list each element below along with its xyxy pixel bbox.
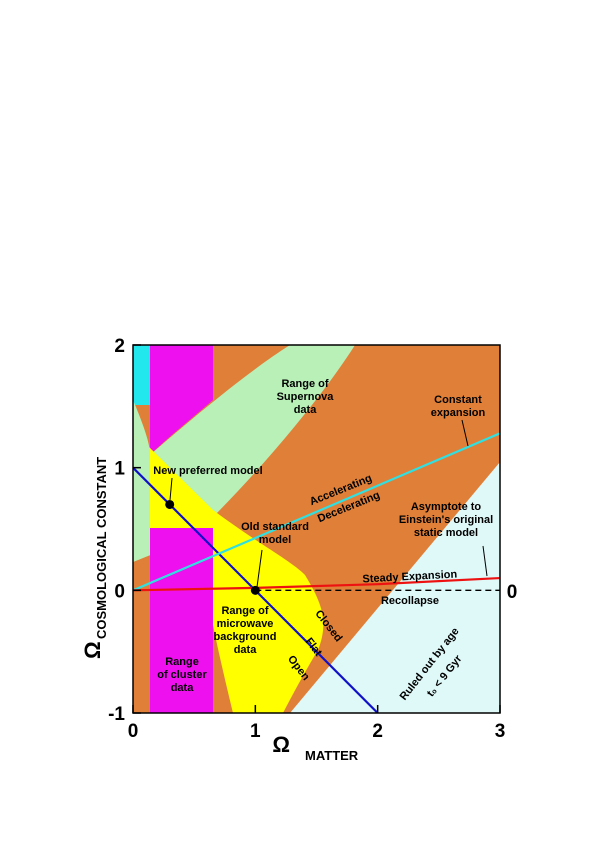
annotation-line: Supernova (277, 391, 335, 403)
y-tick-label: 1 (114, 459, 125, 480)
annotation-line: data (294, 404, 318, 416)
annotation-line: static model (414, 527, 478, 539)
annotation-line: background (214, 631, 277, 643)
annotation-line: expansion (431, 407, 486, 419)
annotation-line: Steady Expansion (362, 569, 458, 586)
y-tick-label: -1 (108, 704, 125, 725)
annotation: 0 (507, 582, 518, 603)
annotation-line: of cluster (157, 669, 207, 681)
x-axis-label: MATTER (305, 748, 359, 763)
annotation-line: New preferred model (153, 465, 262, 477)
x-tick-label: 1 (250, 721, 261, 742)
cyan-region (133, 345, 150, 405)
annotation-line: Einstein's original (399, 514, 493, 526)
model-point (165, 499, 175, 509)
leader (461, 419, 469, 447)
annotation-line: Constant (434, 394, 482, 406)
y-axis-label: COSMOLOGICAL CONSTANT (94, 457, 109, 639)
x-tick-label: 3 (495, 721, 506, 742)
annotation-line: Range of (281, 378, 328, 390)
annotation-line: data (234, 644, 258, 656)
series-line (133, 432, 500, 592)
x-tick-label: 0 (128, 721, 139, 742)
annotation: Range of cluster data (157, 656, 207, 694)
ruled-out-region (290, 462, 500, 713)
regions (133, 345, 500, 713)
cluster-region (150, 528, 213, 713)
annotation: Constant expansion (431, 394, 486, 419)
microwave-region (133, 435, 324, 713)
overlap-region (133, 435, 150, 562)
annotation: Old standard model (241, 521, 309, 546)
annotation: Steady Expansion (362, 569, 458, 586)
annotation-line: data (171, 682, 195, 694)
x-axis-symbol: Ω (272, 732, 290, 757)
annotation: Range of microwave background data (214, 605, 277, 656)
annotation-line: 0 (507, 582, 518, 603)
model-point (250, 585, 260, 595)
leader (169, 477, 173, 501)
annotation: New preferred model (153, 465, 262, 477)
annotation-line: model (259, 534, 291, 546)
annotation: Range of Supernova data (277, 378, 335, 416)
leader (482, 545, 488, 577)
plot-frame (132, 344, 501, 714)
annotation-line: Asymptote to (411, 501, 482, 513)
annotation-line: microwave (217, 618, 274, 630)
series-line (133, 576, 500, 592)
y-tick-label: 2 (114, 336, 125, 357)
leader (256, 549, 263, 588)
cluster-region-top (150, 345, 213, 455)
annotation: Asymptote to Einstein's original static mo… (399, 501, 493, 539)
y-axis-title: Ω COSMOLOGICAL CONSTANT (80, 457, 109, 659)
leaders (169, 419, 488, 588)
y-axis-symbol: Ω (80, 641, 105, 659)
annotation-line: Range (165, 656, 199, 668)
annotation-line: Recollapse (381, 595, 439, 607)
y-tick-label: 0 (114, 581, 125, 602)
annotation-line: Old standard (241, 521, 309, 533)
x-tick-label: 2 (372, 721, 383, 742)
annotation-line: Range of (221, 605, 268, 617)
annotation: Recollapse (381, 595, 439, 607)
